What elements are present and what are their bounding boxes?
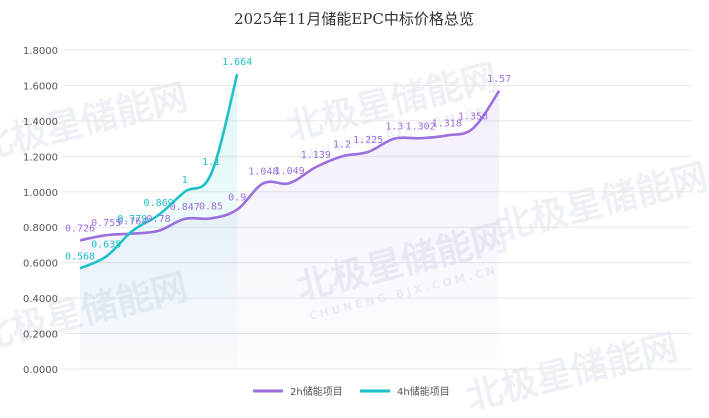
y-tick-label: 0.2000: [23, 330, 58, 341]
series-lines: [79, 73, 501, 270]
data-label: 1.1: [202, 157, 220, 168]
data-label: 0.755: [91, 218, 121, 229]
y-tick-label: 1.4000: [23, 117, 58, 128]
data-label: 0.726: [65, 223, 95, 234]
data-label: 0.869: [144, 198, 174, 209]
data-label: 0.635: [91, 239, 121, 250]
data-label: 0.779: [117, 214, 147, 225]
data-label: 1.302: [406, 121, 436, 132]
watermark-text: 北极星储能网: [492, 157, 709, 249]
legend-label: 4h储能项目: [397, 385, 450, 398]
data-label: 1: [182, 175, 188, 186]
data-label: 1.57: [487, 74, 511, 85]
legend-label: 2h储能项目: [290, 385, 343, 398]
data-label: 0.9: [228, 193, 246, 204]
y-tick-label: 0.0000: [23, 365, 58, 376]
legend: 2h储能项目 4h储能项目: [253, 385, 450, 398]
data-label: 1.049: [275, 166, 305, 177]
data-label: 1.3: [385, 122, 403, 133]
series-area: [80, 74, 238, 369]
data-label: 0.78: [147, 214, 171, 225]
legend-item-2h[interactable]: 2h储能项目: [253, 385, 343, 398]
data-label: 1.318: [432, 118, 462, 129]
y-axis: 0.0000 0.2000 0.4000 0.6000 0.8000 1.0000 1.20…: [23, 46, 58, 376]
series-line: [79, 90, 501, 242]
y-tick-label: 1.0000: [23, 188, 58, 199]
data-label: 0.568: [65, 251, 95, 262]
data-label: 0.764: [117, 217, 147, 228]
legend-item-4h[interactable]: 4h储能项目: [360, 385, 450, 398]
y-tick-label: 1.2000: [23, 152, 58, 163]
data-label: 0.85: [199, 201, 223, 212]
series-line: [79, 73, 239, 270]
data-label: 1.664: [222, 57, 252, 68]
y-tick-label: 0.8000: [23, 223, 58, 234]
chart-title: 2025年11月储能EPC中标价格总览: [234, 10, 474, 28]
data-label: 1.225: [353, 135, 383, 146]
y-tick-label: 1.6000: [23, 81, 58, 92]
y-tick-label: 0.6000: [23, 259, 58, 270]
y-tick-label: 0.4000: [23, 294, 58, 305]
y-tick-label: 1.8000: [23, 46, 58, 57]
data-label: 1.048: [248, 166, 278, 177]
data-label: 1.2: [333, 139, 351, 150]
data-label: 1.139: [301, 150, 331, 161]
series-areas: [80, 74, 500, 369]
data-label: 0.847: [170, 202, 200, 213]
data-label: 1.358: [458, 111, 488, 122]
